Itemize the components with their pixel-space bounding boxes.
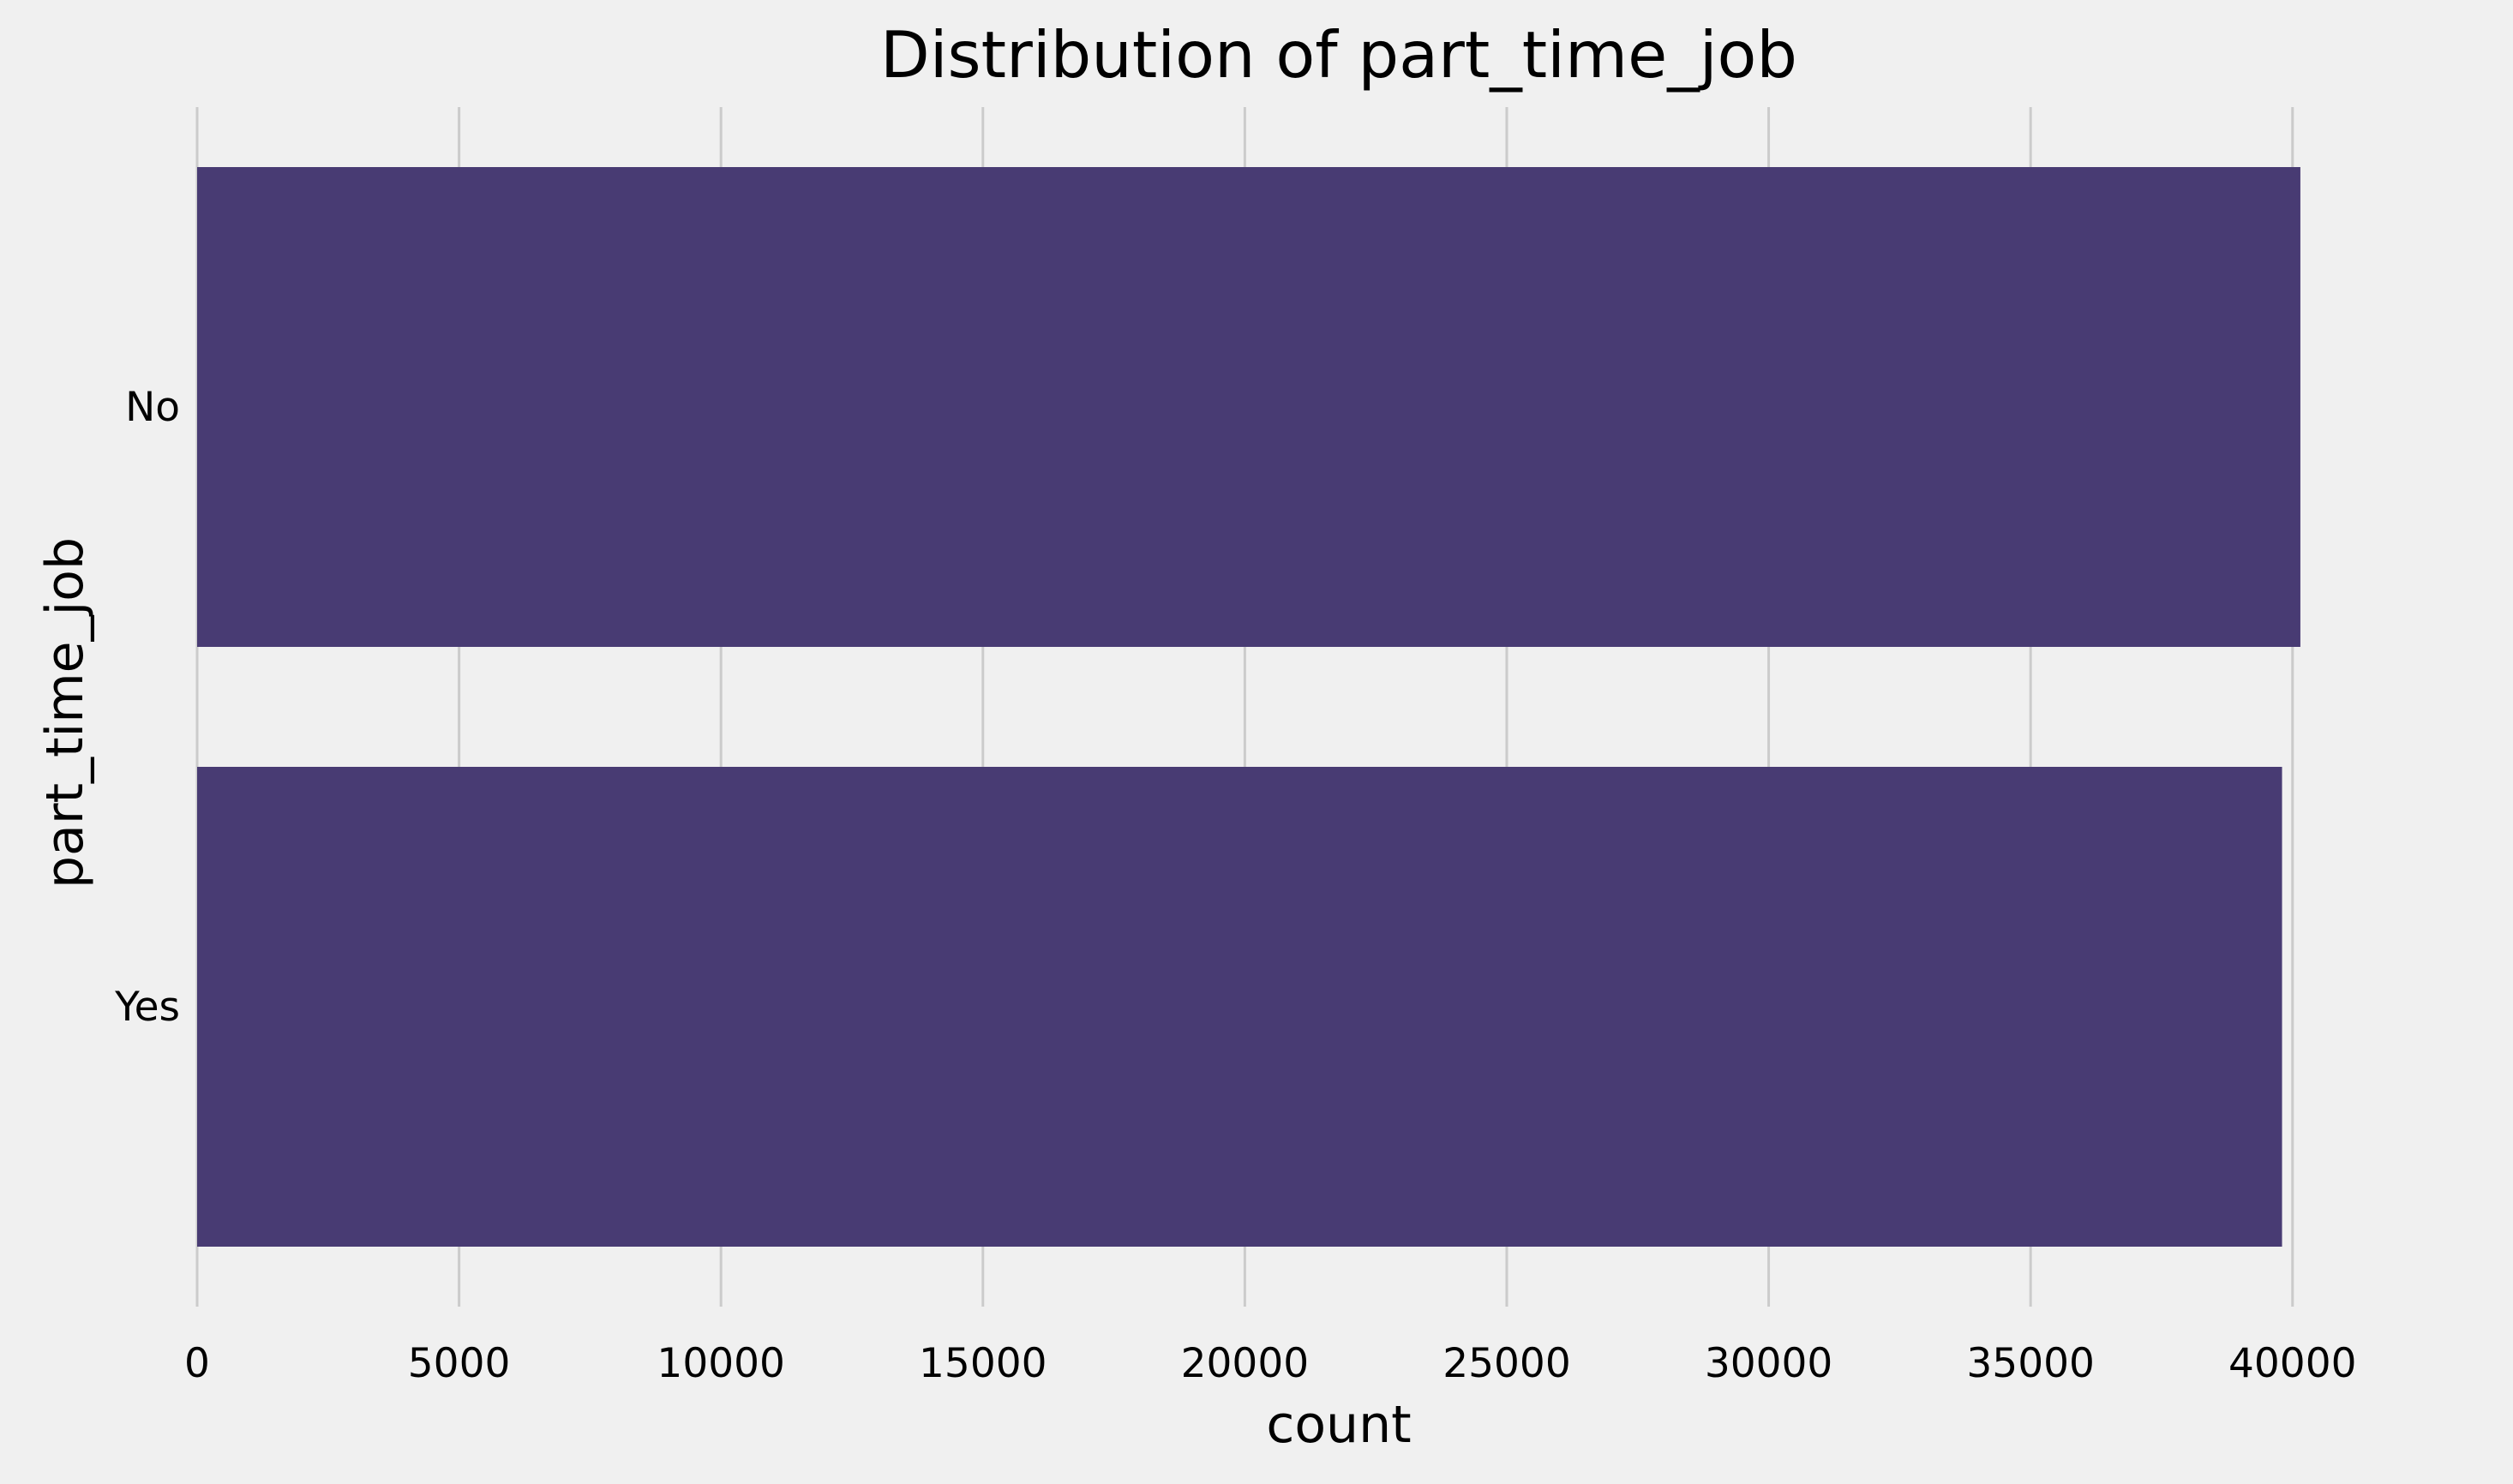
bars xyxy=(197,167,2300,1247)
y-tick-label-yes: Yes xyxy=(114,984,180,1031)
y-tick-label-no: No xyxy=(125,384,180,431)
x-tick-label: 15000 xyxy=(919,1340,1047,1387)
x-axis-label: count xyxy=(1266,1395,1411,1455)
x-tick-label: 25000 xyxy=(1442,1340,1571,1387)
x-tick-label: 10000 xyxy=(657,1340,785,1387)
y-axis-label: part_time_job xyxy=(35,537,95,889)
chart-title: Distribution of part_time_job xyxy=(880,17,1797,93)
x-tick-label: 5000 xyxy=(408,1340,511,1387)
bar-no xyxy=(197,167,2300,647)
x-tick-label: 0 xyxy=(184,1340,210,1387)
x-tick-label: 40000 xyxy=(2228,1340,2357,1387)
y-tick-labels: No Yes xyxy=(114,384,180,1031)
x-tick-label: 20000 xyxy=(1181,1340,1310,1387)
x-tick-labels: 0 5000 10000 15000 20000 25000 30000 35000 40000 xyxy=(184,1340,2356,1387)
bar-yes xyxy=(197,767,2282,1247)
x-tick-label: 35000 xyxy=(1966,1340,2095,1387)
x-tick-label: 30000 xyxy=(1705,1340,1833,1387)
